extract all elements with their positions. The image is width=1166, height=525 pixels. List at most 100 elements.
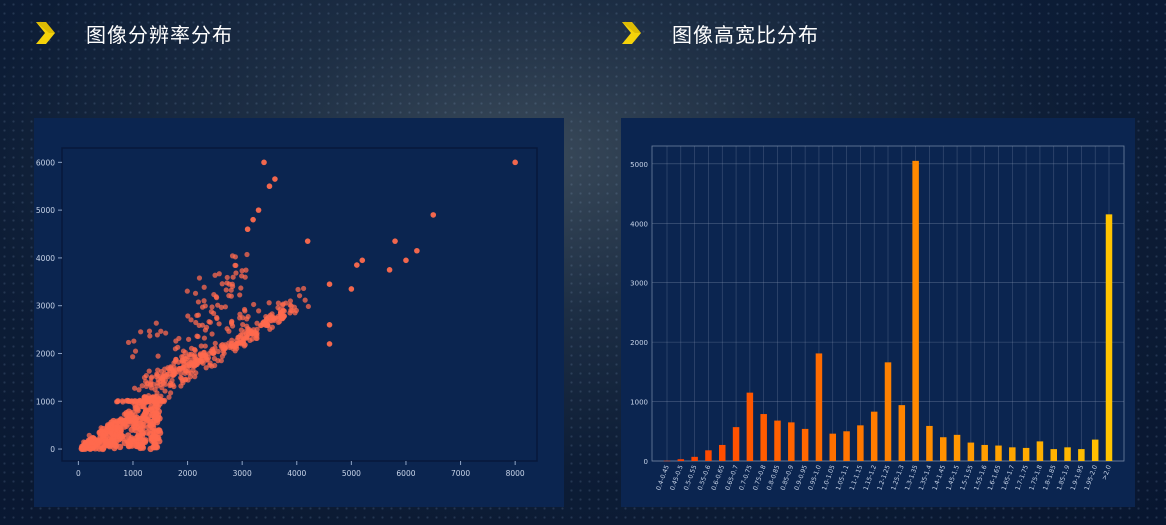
scatter-point <box>195 299 202 305</box>
scatter-point <box>125 339 132 346</box>
x-tick-label: 0.75-0.8 <box>752 464 768 491</box>
scatter-point <box>162 388 168 394</box>
scatter-point <box>242 308 248 314</box>
scatter-point <box>185 313 191 319</box>
scatter-point <box>216 271 222 277</box>
scatter-point <box>147 333 153 339</box>
x-tick-label: 0.6-0.65 <box>711 464 727 491</box>
scatter-point <box>148 375 154 381</box>
bar <box>705 450 712 461</box>
scatter-point <box>147 430 154 438</box>
bar <box>760 414 767 461</box>
x-tick-label: 1.1-1.15 <box>849 464 865 491</box>
scatter-point <box>130 354 136 360</box>
scatter-point <box>354 262 360 268</box>
scatter-point <box>233 344 239 350</box>
bar <box>1105 214 1113 461</box>
scatter-point <box>239 268 245 274</box>
scatter-point <box>244 226 251 233</box>
scatter-point <box>158 393 164 399</box>
bar <box>1064 447 1071 461</box>
x-tick-label: >2.0 <box>1101 464 1113 481</box>
scatter-point <box>128 426 135 433</box>
scatter-point <box>269 311 275 317</box>
scatter-point <box>209 304 215 310</box>
scatter-point <box>266 183 273 190</box>
scatter-point <box>207 319 213 325</box>
scatter-point <box>237 292 243 298</box>
scatter-point <box>238 339 244 346</box>
scatter-point <box>209 349 216 355</box>
bar <box>746 392 754 461</box>
chevron-right-icon <box>622 22 641 44</box>
aspect-ratio-bar-chart: 0100020003000400050000.4-0.450.45-0.50.5… <box>630 145 1125 491</box>
scatter-point <box>131 338 137 344</box>
scatter-point <box>430 212 437 218</box>
x-tick-label: 1.2-1.25 <box>876 464 892 491</box>
scatter-point <box>143 372 149 379</box>
scatter-point <box>222 304 229 310</box>
scatter-point <box>182 349 188 356</box>
x-tick-label: 1.9-1.95 <box>1070 464 1086 491</box>
scatter-point <box>251 301 257 308</box>
bar <box>967 442 975 461</box>
x-tick-label: 8000 <box>506 469 525 478</box>
scatter-point <box>146 328 153 334</box>
section-title-aspect-ratio: 图像高宽比分布 <box>672 22 819 47</box>
scatter-point <box>211 355 218 362</box>
scatter-points <box>78 159 518 453</box>
scatter-point <box>132 412 138 418</box>
bar <box>926 425 933 461</box>
x-tick-label: 1000 <box>123 469 142 478</box>
x-tick-label: 1.4-1.45 <box>932 464 948 491</box>
y-tick-label: 3000 <box>36 302 55 311</box>
scatter-point <box>158 328 164 334</box>
scatter-point <box>237 311 243 317</box>
scatter-point <box>215 348 221 355</box>
scatter-point <box>136 425 144 433</box>
x-tick-label: 1.85-1.9 <box>1056 464 1072 491</box>
scatter-point <box>181 358 187 364</box>
scatter-point <box>98 425 104 431</box>
scatter-point <box>188 317 194 323</box>
bar <box>953 434 961 461</box>
scatter-point <box>205 355 212 361</box>
x-tick-label: 0.8-0.85 <box>766 464 782 491</box>
x-tick-label: 0.4-0.45 <box>655 464 671 491</box>
bar <box>843 431 850 461</box>
bar <box>857 425 864 461</box>
scatter-point <box>147 422 155 429</box>
scatter-point <box>192 290 199 296</box>
scatter-point <box>252 330 259 336</box>
x-tick-label: 1.6-1.65 <box>987 464 1003 491</box>
section-header-aspect-ratio: 图像高宽比分布 <box>620 18 819 48</box>
y-tick-label: 1000 <box>630 399 648 407</box>
scatter-point <box>218 358 224 364</box>
x-tick-label: 6000 <box>396 469 415 478</box>
scatter-point <box>215 302 221 308</box>
scatter-point <box>163 330 169 336</box>
x-tick-label: 1.35-1.4 <box>918 464 934 491</box>
scatter-point <box>228 287 234 293</box>
scatter-point <box>168 390 174 396</box>
x-tick-label: 7000 <box>451 469 470 478</box>
scatter-point <box>326 341 333 347</box>
scatter-point <box>119 433 126 440</box>
scatter-point <box>82 446 89 452</box>
scatter-point <box>244 316 250 322</box>
scatter-point <box>216 321 222 327</box>
scatter-point <box>125 421 132 427</box>
x-tick-label: 3000 <box>233 469 252 478</box>
scatter-point <box>151 433 159 440</box>
x-tick-label: 0.45-0.5 <box>669 464 685 491</box>
scatter-point <box>180 380 186 386</box>
scatter-point <box>244 251 250 258</box>
scatter-point <box>302 297 308 303</box>
scatter-point <box>386 267 393 273</box>
scatter-point <box>185 336 192 342</box>
scatter-point <box>305 303 311 310</box>
x-tick-label: 4000 <box>287 469 306 478</box>
x-tick-label: 1.25-1.3 <box>890 464 906 491</box>
scatter-point <box>211 291 217 298</box>
scatter-point <box>296 293 303 299</box>
